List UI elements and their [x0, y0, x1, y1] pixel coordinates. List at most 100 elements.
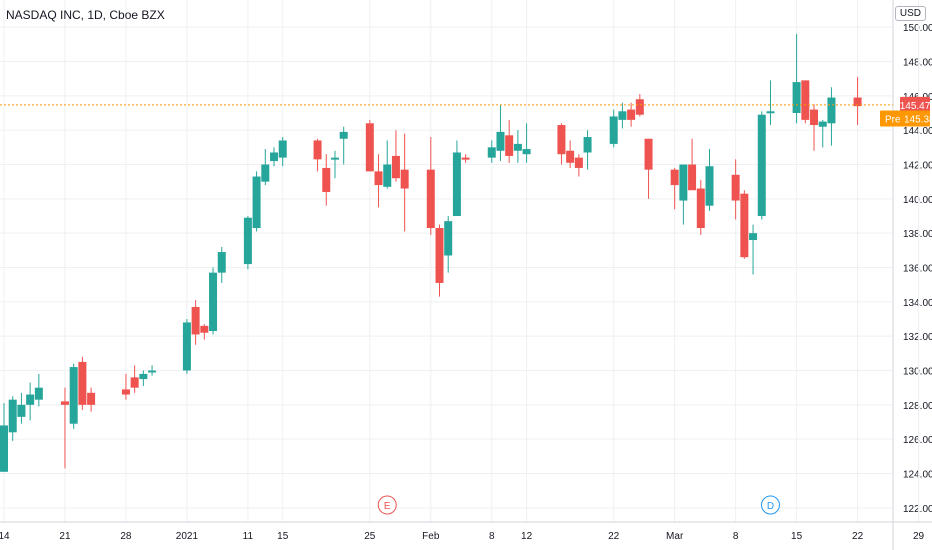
candle-body-up [9, 400, 17, 433]
candle-body-down [697, 189, 705, 228]
candle-body-up [35, 388, 43, 400]
candle-body-up [340, 132, 348, 139]
candle-body-up [70, 367, 78, 424]
candle-body-down [122, 389, 130, 394]
y-tick-label: 138.00 [903, 229, 932, 240]
y-tick-label: 134.00 [903, 298, 932, 309]
candle-body-down [192, 307, 200, 334]
pre-market-price: 145.38 [904, 114, 932, 125]
candle-body-down [322, 168, 330, 192]
candle-body-up [496, 132, 504, 151]
candle-body-up [827, 98, 835, 124]
candle-body-up [679, 165, 687, 201]
pre-market-tag: Pre [885, 114, 901, 125]
candle-body-down [505, 135, 513, 156]
candle-body-up [270, 152, 278, 161]
x-tick-label: Mar [666, 531, 684, 542]
candle-body-up [139, 374, 147, 379]
candle-body-up [618, 111, 626, 120]
candle-body-down [436, 228, 444, 283]
candle-body-up [148, 371, 156, 373]
y-tick-label: 122.00 [903, 504, 932, 515]
candle-body-up [0, 425, 8, 471]
x-tick-label: 29 [913, 531, 925, 542]
candle-body-up [766, 111, 774, 113]
y-tick-label: 144.00 [903, 126, 932, 137]
candle-body-down [627, 110, 635, 120]
x-tick-label: 2021 [176, 531, 199, 542]
candle-body-up [17, 405, 25, 417]
chart-title: NASDAQ INC, 1D, Cboe BZX [6, 8, 165, 22]
x-tick-label: 12 [521, 531, 533, 542]
candle-body-up [261, 165, 269, 182]
candle-body-up [610, 116, 618, 143]
candle-body-down [732, 175, 740, 201]
candle-body-up [514, 144, 522, 151]
candle-body-up [749, 233, 757, 240]
y-tick-label: 124.00 [903, 470, 932, 481]
x-tick-label: 21 [59, 531, 71, 542]
x-tick-label: 25 [364, 531, 376, 542]
candle-body-down [462, 158, 470, 160]
y-tick-label: 130.00 [903, 367, 932, 378]
candle-body-down [740, 194, 748, 258]
candle-body-down [375, 171, 383, 185]
candle-body-down [314, 140, 322, 159]
y-tick-label: 132.00 [903, 332, 932, 343]
candle-body-down [688, 165, 696, 191]
x-tick-label: 15 [277, 531, 289, 542]
x-tick-label: 22 [608, 531, 620, 542]
candle-body-up [488, 147, 496, 157]
y-tick-label: 126.00 [903, 435, 932, 446]
last-price-label: 145.47 [900, 101, 931, 112]
y-tick-label: 128.00 [903, 401, 932, 412]
candle-body-up [218, 252, 226, 273]
candle-body-down [78, 362, 86, 405]
candle-body-up [758, 115, 766, 216]
candle-body-down [566, 151, 574, 163]
candle-body-up [279, 140, 287, 157]
event-marker-letter: D [767, 501, 774, 512]
y-tick-label: 136.00 [903, 264, 932, 275]
event-marker-letter: E [384, 501, 391, 512]
candle-body-up [183, 322, 191, 370]
candle-body-up [253, 177, 261, 229]
candle-body-down [645, 139, 653, 170]
candle-body-down [671, 170, 679, 185]
candle-body-down [366, 123, 374, 171]
candle-body-up [584, 137, 592, 152]
candle-body-down [401, 170, 409, 189]
candle-body-down [427, 170, 435, 228]
x-tick-label: 22 [852, 531, 864, 542]
candle-body-down [636, 99, 644, 114]
x-tick-label: 14 [0, 531, 10, 542]
candle-body-up [26, 395, 34, 405]
candle-body-up [244, 218, 252, 264]
candle-body-down [200, 326, 208, 333]
candle-body-down [131, 377, 139, 387]
candle-body-up [706, 166, 714, 205]
y-tick-label: 148.00 [903, 58, 932, 69]
x-tick-label: 15 [791, 531, 803, 542]
candle-body-up [453, 152, 461, 216]
candle-body-up [444, 221, 452, 255]
candle-body-up [819, 122, 827, 127]
x-tick-label: 28 [120, 531, 132, 542]
y-tick-label: 140.00 [903, 195, 932, 206]
candle-body-down [575, 158, 583, 168]
x-tick-label: Feb [422, 531, 440, 542]
currency-button[interactable]: USD [895, 6, 926, 21]
y-tick-label: 150.00 [903, 23, 932, 34]
candle-body-up [793, 82, 801, 113]
candle-body-down [801, 80, 809, 119]
candle-body-down [557, 125, 565, 154]
x-tick-label: 8 [489, 531, 495, 542]
candle-body-up [209, 273, 217, 331]
candle-body-down [61, 401, 69, 404]
x-tick-label: 8 [733, 531, 739, 542]
candle-body-down [810, 110, 818, 125]
candle-body-up [383, 165, 391, 187]
y-tick-label: 142.00 [903, 161, 932, 172]
